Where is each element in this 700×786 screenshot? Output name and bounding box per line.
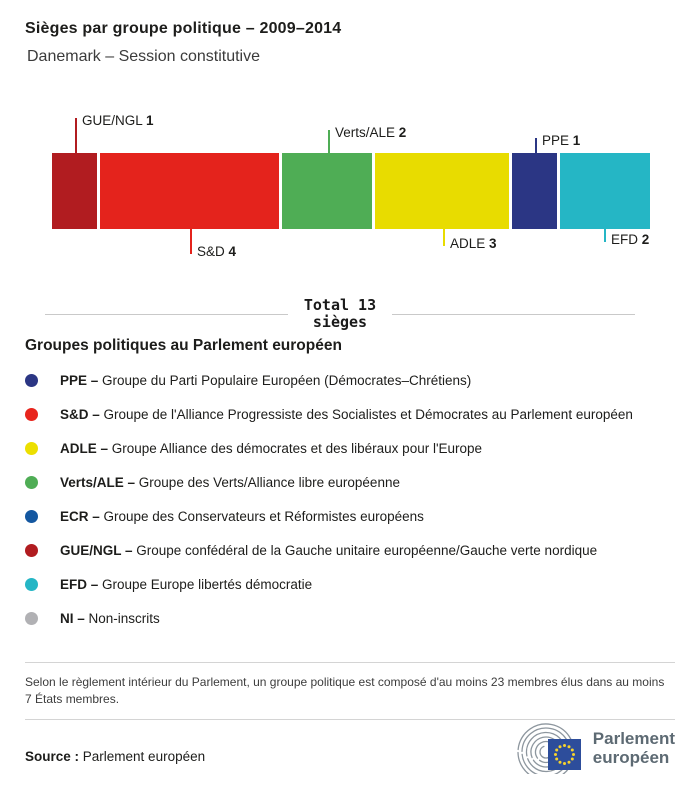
legend-label-gue-ngl: GUE/NGL – Groupe confédéral de la Gauche… (60, 542, 598, 558)
legend-item-adle: ADLE – Groupe Alliance des démocrates et… (25, 431, 700, 465)
page-title: Sièges par groupe politique – 2009–2014 (25, 20, 342, 37)
eu-flag (547, 739, 581, 770)
page-subtitle: Danemark – Session constitutive (27, 48, 260, 65)
hemicycle-eu-flag-icon (517, 723, 581, 774)
seats-bar (52, 153, 650, 229)
bar-segment-ppe (512, 153, 558, 229)
callout-label-gue-ngl: GUE/NGL 1 (82, 113, 154, 128)
legend-label-ni: NI – Non-inscrits (60, 610, 160, 626)
legend-item-ppe: PPE – Groupe du Parti Populaire Européen… (25, 363, 700, 397)
total-row: Total 13 sièges (45, 297, 635, 331)
legend-dot-adle (25, 441, 38, 455)
callout-s-d: S&D 4 (190, 229, 236, 259)
source-line: Source : Parlement européen (25, 749, 205, 764)
callout-adle: ADLE 3 (442, 229, 497, 251)
legend-item-verts-ale: Verts/ALE – Groupe des Verts/Alliance li… (25, 465, 700, 499)
bar-segment-adle (374, 153, 510, 229)
legend-item-ni: NI – Non-inscrits (25, 601, 700, 635)
callout-gue-ngl: GUE/NGL 1 (75, 113, 154, 153)
callout-efd: EFD 2 (604, 229, 649, 247)
callout-verts-ale: Verts/ALE 2 (327, 125, 406, 153)
source-value: Parlement européen (82, 749, 206, 764)
bar-segment-gue-ngl (52, 153, 97, 229)
logo-wordmark: Parlement européen (593, 729, 675, 767)
legend-dot-ecr (25, 509, 38, 523)
bar-segment-verts-ale (282, 153, 372, 229)
left-rule (45, 313, 288, 315)
callout-ppe: PPE 1 (535, 133, 580, 153)
callout-label-s-d: S&D 4 (197, 244, 237, 259)
legend-item-gue-ngl: GUE/NGL – Groupe confédéral de la Gauche… (25, 533, 700, 567)
footer: Source : Parlement européen (25, 722, 675, 774)
total-label: Total 13 sièges (304, 297, 376, 331)
bar-segment-s-d (99, 153, 280, 229)
callout-label-verts-ale: Verts/ALE 2 (334, 125, 407, 140)
logo-line2: européen (592, 748, 670, 767)
legend-dot-verts-ale (25, 475, 38, 489)
legend-dot-s-d (25, 407, 38, 421)
total-label-line2: sièges (312, 313, 368, 331)
bar-segment-efd (560, 153, 650, 229)
eu-flag-stars (553, 744, 575, 765)
callout-label-adle: ADLE 3 (449, 236, 497, 251)
parlement-europeen-logo: Parlement européen (510, 722, 675, 774)
legend-heading: Groupes politiques au Parlement européen (25, 337, 342, 354)
total-label-line1: Total 13 (303, 296, 377, 314)
legend-list: PPE – Groupe du Parti Populaire Européen… (25, 363, 700, 635)
divider-bottom (25, 719, 675, 720)
legend-item-s-d: S&D – Groupe de l'Alliance Progressiste … (25, 397, 700, 431)
legend-label-adle: ADLE – Groupe Alliance des démocrates et… (60, 440, 483, 456)
legend-item-ecr: ECR – Groupe des Conservateurs et Réform… (25, 499, 700, 533)
callout-label-ppe: PPE 1 (542, 133, 581, 148)
legend-dot-ppe (25, 373, 38, 387)
legend-label-ppe: PPE – Groupe du Parti Populaire Européen… (60, 372, 472, 388)
divider-top (25, 662, 675, 663)
logo-line1: Parlement (592, 729, 675, 748)
note-text: Selon le règlement intérieur du Parlemen… (25, 675, 665, 706)
callout-label-efd: EFD 2 (611, 232, 650, 247)
legend-dot-gue-ngl (25, 543, 38, 557)
legend-label-verts-ale: Verts/ALE – Groupe des Verts/Alliance li… (60, 474, 400, 490)
seats-chart: GUE/NGL 1 S&D 4 Verts/ALE 2 ADLE 3 PPE 1 EFD … (52, 108, 650, 285)
legend-label-s-d: S&D – Groupe de l'Alliance Progressiste … (60, 406, 633, 422)
legend-item-efd: EFD – Groupe Europe libertés démocratie (25, 567, 700, 601)
legend-dot-efd (25, 577, 38, 591)
right-rule (392, 313, 635, 315)
legend-dot-ni (25, 611, 38, 625)
legend-label-efd: EFD – Groupe Europe libertés démocratie (60, 576, 313, 592)
source-label: Source : (25, 749, 80, 764)
legend-label-ecr: ECR – Groupe des Conservateurs et Réform… (60, 508, 424, 524)
